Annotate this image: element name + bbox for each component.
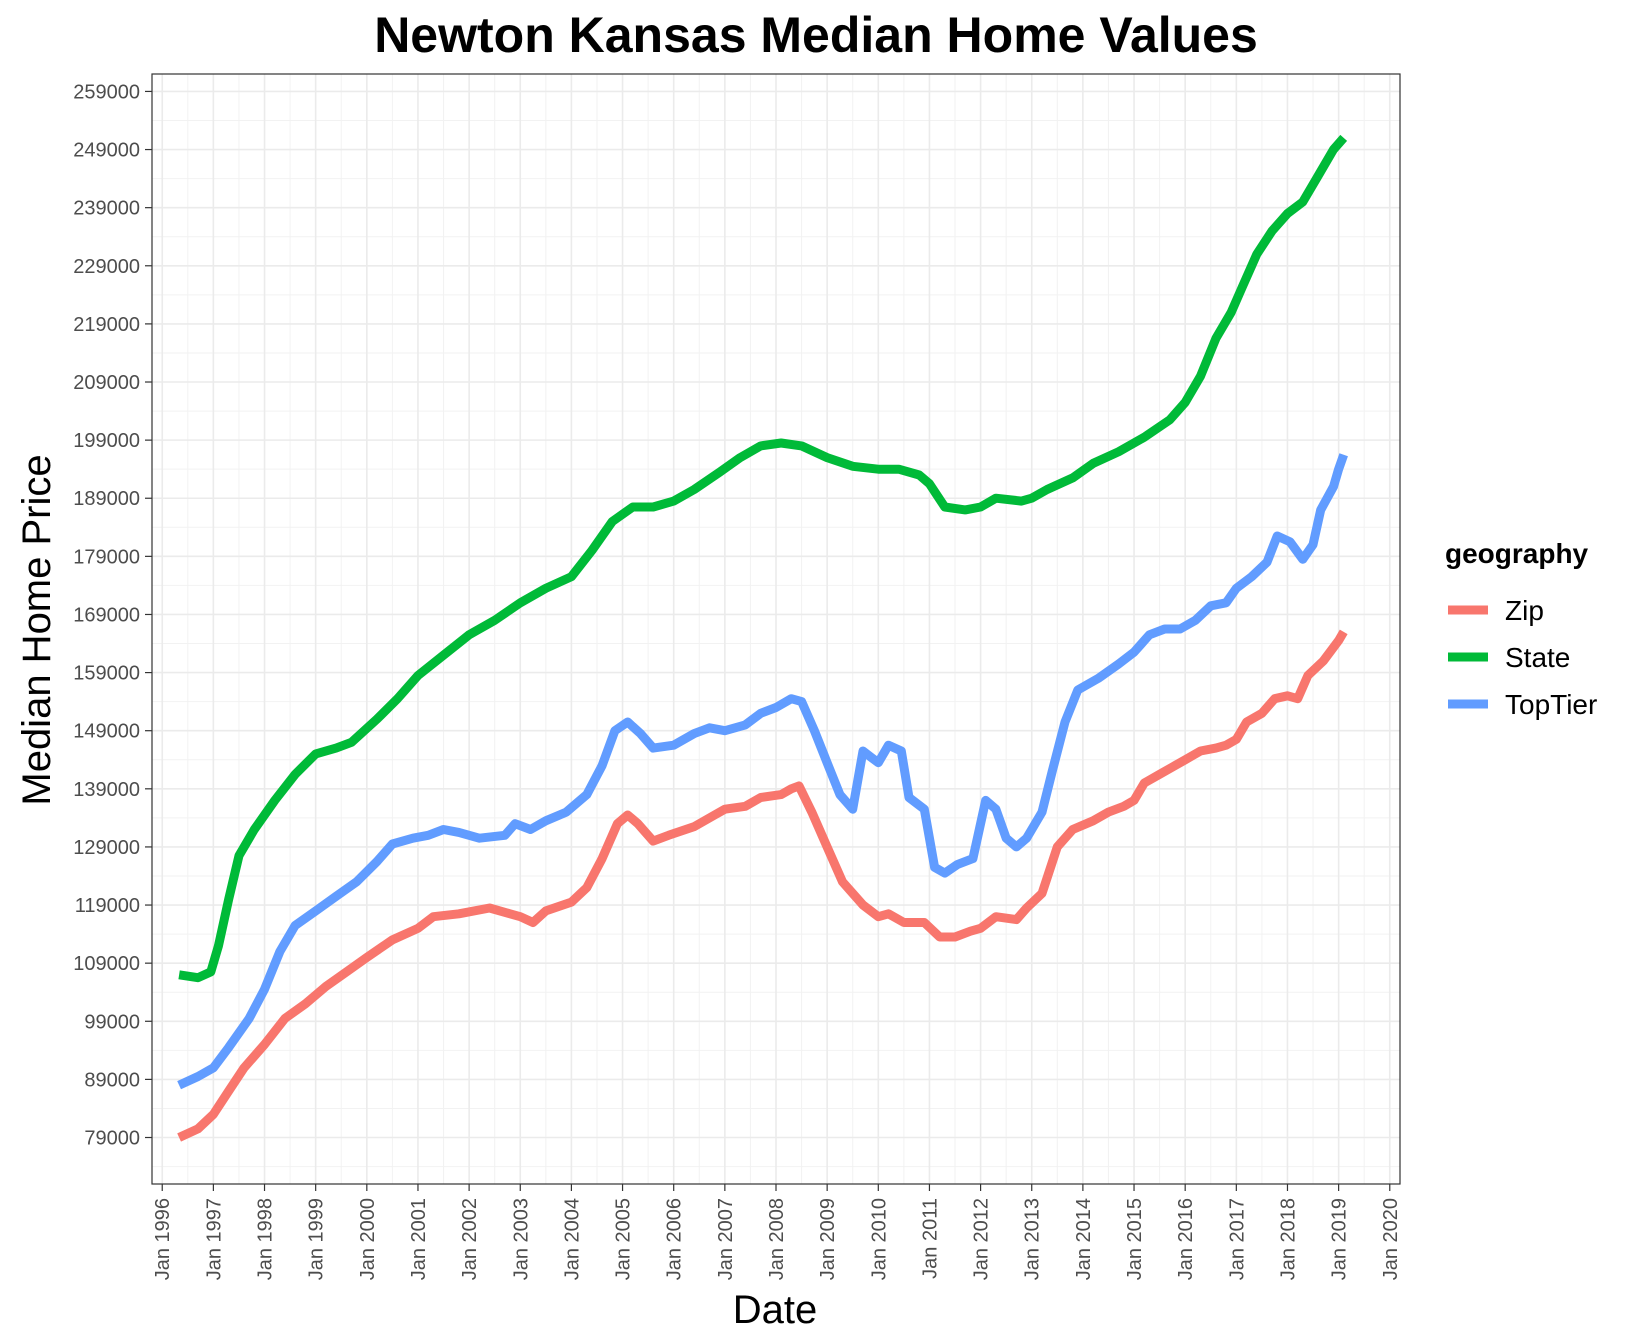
y-tick-label: 79000: [84, 1128, 140, 1150]
y-tick-label: 169000: [73, 604, 140, 626]
x-tick-label: Jan 1999: [306, 1198, 328, 1280]
legend-title: geography: [1445, 538, 1589, 569]
y-tick-label: 209000: [73, 372, 140, 394]
chart-title: Newton Kansas Median Home Values: [374, 7, 1258, 63]
y-tick-label: 149000: [73, 721, 140, 743]
legend-item-toptier: TopTier: [1448, 689, 1597, 720]
x-tick-label: Jan 2008: [766, 1198, 788, 1280]
legend-label: Zip: [1505, 595, 1544, 626]
x-tick-label: Jan 2004: [561, 1198, 583, 1280]
y-tick-label: 89000: [84, 1069, 140, 1091]
x-tick-label: Jan 2009: [817, 1198, 839, 1280]
y-tick-label: 259000: [73, 81, 140, 103]
y-tick-label: 179000: [73, 546, 140, 568]
legend-items: Zip State TopTier: [1448, 595, 1597, 720]
major-gridlines: [152, 74, 1400, 1184]
y-tick-label: 99000: [84, 1011, 140, 1033]
x-tick-label: Jan 2010: [868, 1198, 890, 1280]
legend: geography Zip State TopTier: [1445, 538, 1597, 720]
legend-label: State: [1505, 642, 1570, 673]
x-tick-label: Jan 2017: [1226, 1198, 1248, 1280]
y-tick-label: 109000: [73, 953, 140, 975]
legend-item-state: State: [1448, 642, 1570, 673]
x-tick-label: Jan 2001: [408, 1198, 430, 1280]
legend-label: TopTier: [1505, 689, 1597, 720]
x-tick-label: Jan 1996: [152, 1198, 174, 1280]
y-tick-label: 199000: [73, 430, 140, 452]
y-tick-label: 129000: [73, 837, 140, 859]
y-tick-label: 189000: [73, 488, 140, 510]
x-tick-label: Jan 2016: [1175, 1198, 1197, 1280]
y-tick-label: 139000: [73, 779, 140, 801]
y-tick-label: 249000: [73, 140, 140, 162]
x-tick-label: Jan 2003: [510, 1198, 532, 1280]
series-line-zip: [177, 629, 1348, 1142]
series-lines: [177, 134, 1348, 1142]
x-tick-label: Jan 2000: [357, 1198, 379, 1280]
y-tick-label: 159000: [73, 663, 140, 685]
x-tick-label: Jan 2013: [1022, 1198, 1044, 1280]
y-axis-title: Median Home Price: [15, 454, 59, 805]
y-tick-label: 229000: [73, 256, 140, 278]
y-axis: 79000 89000 99000 109000 119000 129000 139000 1…: [73, 81, 152, 1150]
x-tick-label: Jan 2012: [971, 1198, 993, 1280]
series-line-toptier: [177, 453, 1348, 1090]
x-tick-label: Jan 1998: [255, 1198, 277, 1280]
x-tick-label: Jan 1997: [203, 1198, 225, 1280]
legend-item-zip: Zip: [1448, 595, 1544, 626]
x-tick-label: Jan 2014: [1073, 1198, 1095, 1280]
x-tick-label: Jan 2020: [1380, 1198, 1402, 1280]
x-tick-label: Jan 2018: [1277, 1198, 1299, 1280]
x-tick-label: Jan 2011: [919, 1198, 941, 1279]
y-tick-label: 119000: [75, 895, 140, 917]
y-tick-label: 219000: [73, 314, 140, 336]
x-tick-label: Jan 2007: [715, 1198, 737, 1280]
x-tick-label: Jan 2019: [1329, 1198, 1351, 1280]
series-line-state: [178, 134, 1348, 983]
x-tick-label: Jan 2015: [1124, 1198, 1146, 1280]
y-tick-label: 239000: [73, 198, 140, 220]
x-axis: Jan 1996 Jan 1997 Jan 1998 Jan 1999 Jan 2000…: [152, 1184, 1402, 1280]
x-tick-label: Jan 2006: [664, 1198, 686, 1280]
x-tick-label: Jan 2005: [613, 1198, 635, 1280]
x-axis-title: Date: [733, 1288, 818, 1332]
x-tick-label: Jan 2002: [459, 1198, 481, 1280]
